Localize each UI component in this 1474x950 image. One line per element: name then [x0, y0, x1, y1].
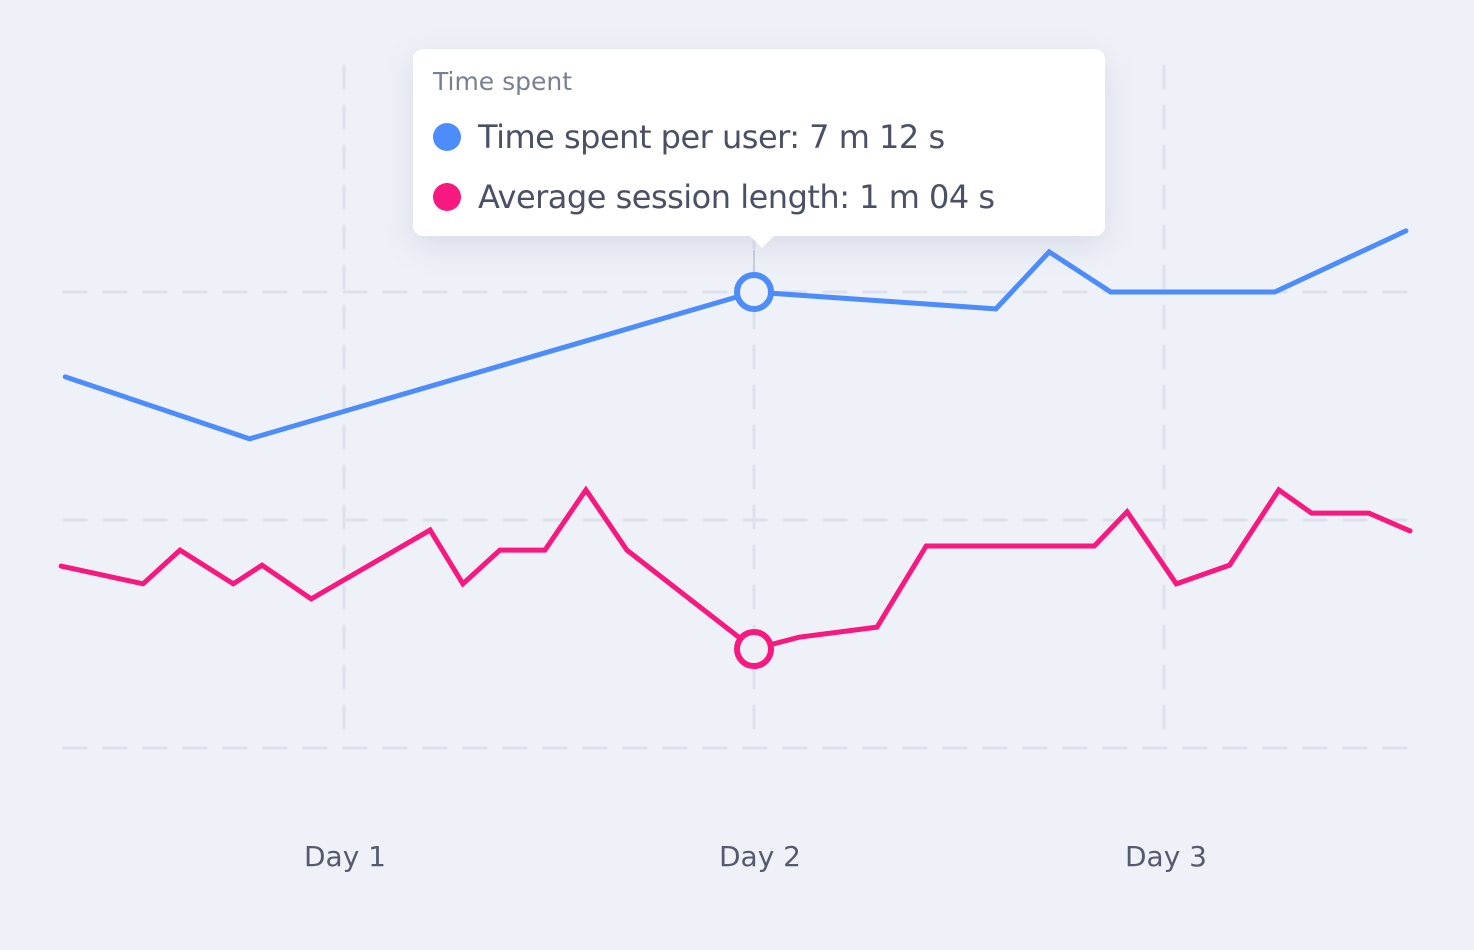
highlighted-point-marker [734, 272, 774, 312]
tooltip-row-label: Average session length: 1 m 04 s [478, 178, 995, 216]
x-tick-label: Day 3 [1124, 840, 1208, 873]
x-tick-label: Day 2 [718, 840, 802, 873]
tooltip-row-label: Time spent per user: 7 m 12 s [478, 118, 945, 156]
chart-tooltip: Time spent Time spent per user: 7 m 12 s… [413, 49, 1105, 248]
series-line-session-length [58, 485, 1413, 652]
series-line-time-per-user [62, 228, 1409, 442]
x-tick-label: Day 1 [303, 840, 387, 873]
blue-series-dot-icon [433, 123, 461, 151]
tooltip-row-time-per-user: Time spent per user: 7 m 12 s [433, 117, 1085, 157]
highlighted-point-marker [734, 629, 774, 670]
tooltip-title: Time spent [433, 67, 573, 96]
tooltip-row-session-length: Average session length: 1 m 04 s [433, 177, 1085, 217]
pink-series-dot-icon [433, 183, 461, 211]
